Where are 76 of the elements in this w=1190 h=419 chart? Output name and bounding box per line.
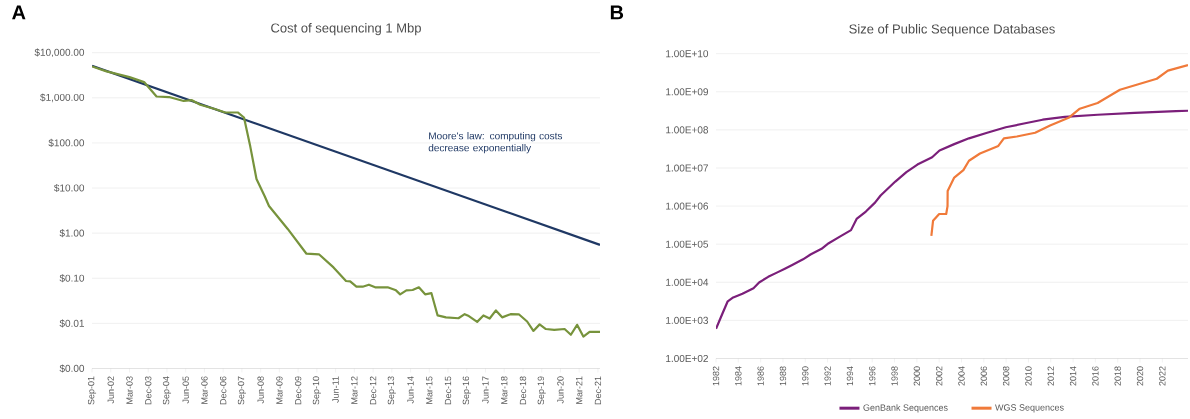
y-tick-label: 1.00E+09 bbox=[666, 88, 709, 96]
x-tick-label: Dec-12 bbox=[369, 376, 377, 405]
y-tick-label: $1.00 bbox=[59, 229, 85, 238]
x-tick-label: 1994 bbox=[846, 366, 854, 386]
x-tick-label: 1982 bbox=[712, 366, 720, 386]
x-tick-label: Mar-12 bbox=[351, 376, 358, 404]
x-tick-label: Mar-21 bbox=[576, 376, 583, 404]
legend-label: WGS Sequences bbox=[995, 404, 1064, 413]
x-tick-label: Sep-01 bbox=[87, 376, 97, 405]
x-tick-label: 1992 bbox=[824, 366, 831, 386]
y-tick-label: 1.00E+07 bbox=[666, 164, 708, 172]
annotation: Moore's law: computing costs decrease exponentially bbox=[428, 132, 563, 154]
line-series bbox=[716, 109, 1188, 330]
x-tick-label: 2008 bbox=[1002, 366, 1010, 386]
y-tick-label: 1.00E+06 bbox=[666, 202, 709, 210]
x-tick-label: 2000 bbox=[913, 366, 921, 386]
x-tick-label: Dec-09 bbox=[294, 376, 302, 405]
x-tick-label: Dec-03 bbox=[145, 376, 152, 405]
chart-title: Size of Public Sequence Databases bbox=[849, 24, 1055, 37]
x-tick-label: 2010 bbox=[1025, 366, 1032, 386]
x-tick-label: Sep-07 bbox=[237, 376, 246, 405]
line-series bbox=[930, 64, 1188, 237]
x-tick-label: Sep-19 bbox=[537, 376, 546, 405]
line-series bbox=[92, 65, 601, 338]
x-tick-label: Dec-15 bbox=[444, 376, 452, 405]
y-tick-label: $0.01 bbox=[59, 319, 84, 328]
x-tick-label: Jun-20 bbox=[557, 376, 564, 404]
x-tick-label: 2022 bbox=[1159, 366, 1166, 386]
x-tick-label: Jun-11 bbox=[332, 376, 339, 403]
x-tick-label: 1998 bbox=[891, 366, 898, 386]
y-tick-label: $10.00 bbox=[54, 183, 85, 193]
legend-label: GenBank Sequences bbox=[863, 404, 948, 413]
x-tick-label: 2018 bbox=[1114, 366, 1121, 386]
x-tick-label: Sep-04 bbox=[162, 376, 172, 405]
text: A bbox=[12, 5, 26, 20]
x-tick-label: 2002 bbox=[935, 366, 943, 386]
y-tick-label: 1.00E+02 bbox=[666, 354, 708, 363]
x-tick-label: Mar-09 bbox=[276, 376, 283, 404]
x-tick-label: 1984 bbox=[735, 366, 742, 386]
x-tick-label: 2012 bbox=[1047, 366, 1054, 386]
x-tick-label: Sep-16 bbox=[462, 376, 471, 405]
x-tick-label: 2006 bbox=[980, 366, 987, 386]
y-tick-label: 1.00E+08 bbox=[666, 126, 709, 134]
x-tick-label: 1988 bbox=[779, 366, 787, 386]
y-tick-label: 1.00E+05 bbox=[666, 240, 709, 248]
x-tick-label: Jun-17 bbox=[482, 376, 489, 404]
x-tick-label: Mar-18 bbox=[501, 376, 508, 404]
x-tick-label: Mar-15 bbox=[426, 376, 433, 404]
x-tick-label: 2020 bbox=[1136, 366, 1144, 386]
x-tick-label: Dec-21 bbox=[594, 376, 602, 405]
x-tick-label: Mar-03 bbox=[126, 376, 133, 404]
chart-title: Cost of sequencing 1 Mbp bbox=[271, 23, 421, 36]
x-tick-label: Jun-08 bbox=[257, 376, 264, 404]
text: B bbox=[610, 5, 624, 20]
x-tick-label: Dec-18 bbox=[519, 376, 527, 405]
x-tick-label: Sep-10 bbox=[312, 376, 321, 405]
x-tick-label: 2016 bbox=[1092, 366, 1099, 386]
x-tick-label: Jun-14 bbox=[407, 376, 414, 404]
y-tick-label: $0.00 bbox=[59, 364, 85, 373]
x-tick-label: 1990 bbox=[802, 366, 809, 386]
y-tick-label: $10,000.00 bbox=[34, 48, 85, 58]
y-tick-label: $1,000.00 bbox=[40, 93, 85, 103]
x-tick-label: Jun-02 bbox=[107, 376, 114, 404]
y-tick-label: 1.00E+10 bbox=[666, 50, 709, 58]
x-tick-label: Sep-13 bbox=[387, 376, 396, 405]
x-tick-label: 1996 bbox=[869, 366, 876, 386]
x-tick-label: 1986 bbox=[757, 366, 764, 386]
x-tick-label: 2004 bbox=[958, 366, 965, 386]
y-tick-label: $100.00 bbox=[48, 138, 85, 147]
y-tick-label: 1.00E+03 bbox=[666, 316, 709, 324]
x-tick-label: Jun-05 bbox=[182, 376, 189, 404]
x-tick-label: Mar-06 bbox=[201, 376, 208, 404]
x-tick-label: Dec-06 bbox=[219, 376, 227, 405]
y-tick-label: 1.00E+04 bbox=[666, 278, 709, 286]
y-tick-label: $0.10 bbox=[59, 274, 85, 283]
x-tick-label: 2014 bbox=[1069, 366, 1077, 386]
